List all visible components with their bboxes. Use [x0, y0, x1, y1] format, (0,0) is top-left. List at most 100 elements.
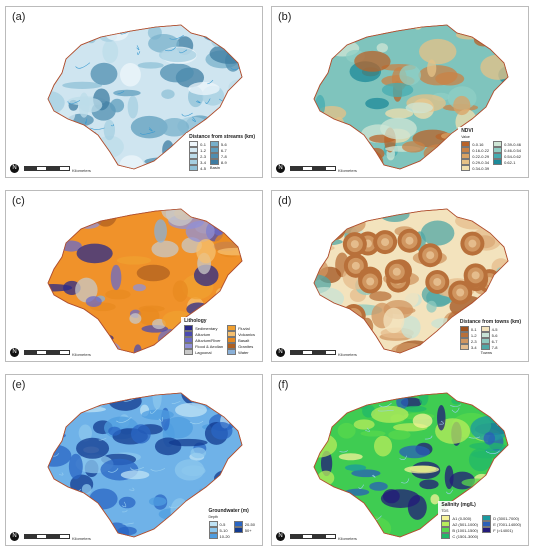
legend-item-label: 0-1 [200, 141, 206, 147]
legend-item: Lagoonal [184, 349, 223, 355]
legend-swatch [480, 338, 490, 344]
legend-item-label: 5-10 [219, 527, 228, 533]
legend-swatch [482, 521, 492, 527]
legend-item-label: Granites [238, 343, 254, 349]
scale-label: Kilometers [338, 168, 357, 173]
legend-subtitle: Value [461, 135, 470, 139]
legend-item-label: 1-2 [200, 147, 206, 153]
legend-swatch [441, 533, 451, 539]
map-legend: NDVI Value 0-0.16 0.16-0.22 0.22-0.29 0.29-0.… [458, 127, 524, 173]
legend-item-label: 3-4 [200, 159, 206, 165]
legend-swatch [480, 344, 490, 350]
legend-swatch [480, 332, 490, 338]
legend-item-label: 0.16-0.22 [472, 147, 490, 153]
legend-swatch [480, 326, 490, 332]
map-panel: (a) N Kilometers Distance from streams (km)… [5, 6, 263, 178]
legend-swatch [208, 533, 218, 539]
legend-swatch [233, 527, 243, 533]
legend-item-label: Fluvial [238, 325, 250, 331]
legend-item: Alluvium [184, 331, 223, 337]
legend-item: Alluvium/River [184, 337, 223, 343]
legend-swatch [461, 165, 471, 171]
map-panel: (e) N Kilometers Groundwater (m) Depth 0-5 5-1… [5, 374, 263, 546]
legend-swatch [482, 515, 492, 521]
legend-item-label: 0.46-0.54 [504, 147, 521, 153]
legend-item-label: Lagoonal [195, 349, 212, 355]
legend-item: 0-0.16 [461, 141, 489, 147]
legend-item-label: 10-20 [219, 533, 230, 539]
legend-item-label: 6-7 [220, 147, 227, 153]
legend-swatch [493, 147, 503, 153]
panel-label: (f) [278, 379, 289, 391]
map-panel: (d) N Kilometers Distance from towns (km) 0-… [271, 190, 529, 362]
legend-item-label: 0.39-0.46 [504, 141, 521, 147]
legend-item: 6-7 [209, 147, 227, 153]
legend-title: Salinity (mg/L) [441, 502, 476, 508]
legend-item-label: 7-8 [220, 153, 227, 159]
legend-swatch [184, 349, 194, 355]
legend-subtitle: TDS [441, 509, 449, 513]
legend-swatch [189, 159, 199, 165]
legend-item-label: 5-6 [220, 141, 227, 147]
legend-extra: Towns [480, 350, 492, 355]
legend-swatch [208, 527, 218, 533]
legend-item-label: 0.29-0.34 [472, 159, 490, 165]
map-panel: (f) N Kilometers Salinity (mg/L) TDS A1 (0-50… [271, 374, 529, 546]
legend-swatch [459, 344, 469, 350]
north-arrow-icon: N [276, 348, 285, 357]
legend-swatch [227, 337, 237, 343]
legend-swatch [459, 332, 469, 338]
legend-item: 50+ [233, 527, 255, 533]
panel-label: (c) [12, 195, 25, 207]
basin-map [47, 392, 243, 538]
legend-subtitle: Depth [208, 515, 218, 519]
map-legend: Distance from streams (km) 0-1 1-2 2-3 3-4 4-… [186, 133, 258, 173]
legend-item-label: Basalt [238, 337, 250, 343]
panel-label: (b) [278, 11, 292, 23]
legend-item: 4-5 [480, 326, 498, 332]
legend-swatch [227, 349, 237, 355]
legend-swatch [189, 147, 199, 153]
north-arrow-icon: N [276, 532, 285, 541]
basin-map [313, 24, 509, 170]
legend-item: 0.29-0.34 [461, 159, 489, 165]
legend-item: 2-3 [459, 338, 477, 344]
legend-swatch [184, 325, 194, 331]
legend-item-label: 0.22-0.29 [472, 153, 490, 159]
scale-bar [24, 166, 70, 172]
legend-swatch [184, 337, 194, 343]
legend-item: 0.22-0.29 [461, 153, 489, 159]
legend-item-label: A1 (0-500) [452, 515, 472, 521]
legend-title: Distance from streams (km) [189, 134, 255, 140]
scale-label: Kilometers [72, 536, 91, 541]
legend-item-label: A2 (501-1000) [452, 521, 478, 527]
map-legend: Groundwater (m) Depth 0-5 5-10 10-20 20-50 50+ [205, 507, 258, 541]
legend-swatch [493, 141, 503, 147]
legend-item-label: 50+ [244, 527, 252, 533]
legend-swatch [461, 141, 471, 147]
legend-title: NDVI [461, 128, 474, 134]
map-panel: (b) N Kilometers NDVI Value 0-0.16 0.16-0.22 0.… [271, 6, 529, 178]
legend-item: 0-5 [208, 521, 230, 527]
legend-item-label: 4-5 [491, 326, 498, 332]
legend-item: 3-4 [189, 159, 206, 165]
legend-swatch [459, 326, 469, 332]
legend-item: A1 (0-500) [441, 515, 478, 521]
scale-label: Kilometers [338, 536, 357, 541]
legend-item-label: Sedimentary [195, 325, 218, 331]
legend-extra: Basin [209, 165, 220, 170]
legend-item-label: 2-3 [470, 338, 477, 344]
legend-swatch [227, 325, 237, 331]
panel-label: (e) [12, 379, 26, 391]
legend-item-label: 5-6 [491, 332, 498, 338]
legend-item: F (>14001) [482, 527, 521, 533]
legend-item: Water [227, 349, 255, 355]
legend-item: 0.46-0.54 [493, 147, 521, 153]
legend-swatch [233, 521, 243, 527]
legend-title: Groundwater (m) [208, 508, 249, 514]
legend-swatch [441, 515, 451, 521]
legend-swatch [209, 141, 219, 147]
legend-item: 5-6 [209, 141, 227, 147]
legend-item: 0.62-1 [493, 159, 521, 165]
legend-item-label: 0.34-0.39 [472, 165, 490, 171]
